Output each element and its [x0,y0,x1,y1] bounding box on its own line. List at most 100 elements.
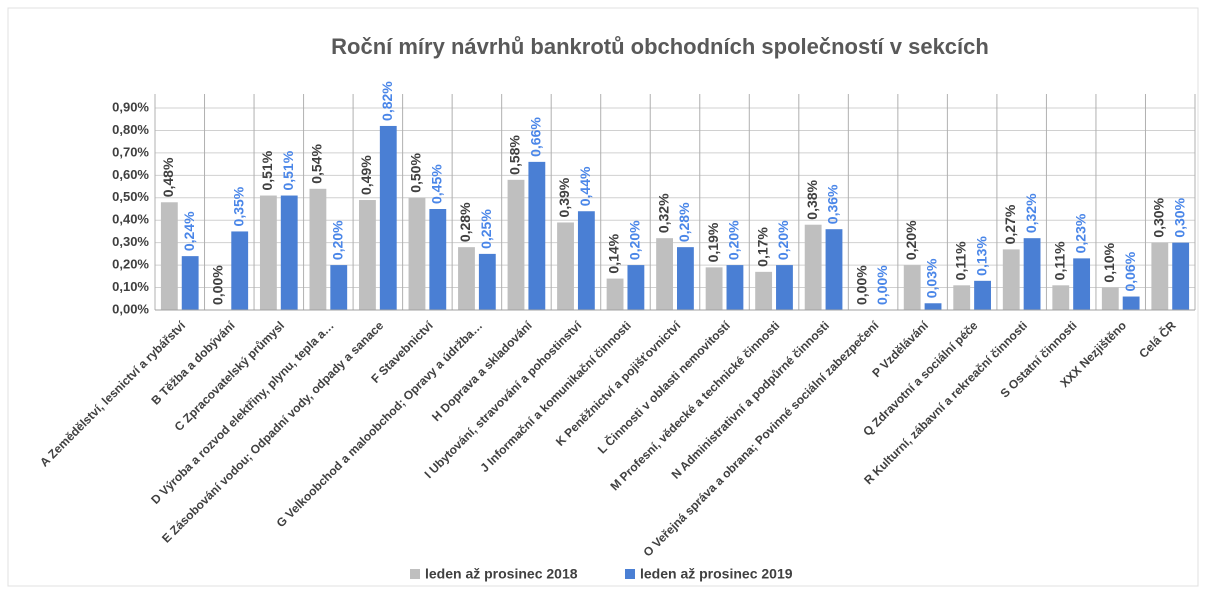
bar [974,280,991,310]
data-label: 0,30% [1151,197,1167,237]
legend-swatch [625,569,635,579]
bar [656,238,673,310]
data-label: 0,66% [528,117,544,157]
legend-label: leden až prosinec 2019 [640,566,793,582]
data-label: 0,36% [825,184,841,224]
x-tick-label: O Veřejná správa a obrana; Povinné sociá… [640,318,881,559]
bar [528,161,546,310]
y-tick-label: 0,80% [112,122,149,137]
bar [776,265,793,310]
bar [280,195,298,310]
data-label: 0,35% [230,186,246,226]
bar [627,265,645,310]
data-label: 0,24% [181,211,197,251]
bar [804,224,822,310]
bar [1172,242,1190,310]
data-label: 0,48% [160,157,176,197]
bar [408,197,426,310]
data-label: 0,51% [280,150,296,190]
bar [1101,287,1119,310]
x-tick-label: H Doprava a skladování [429,318,535,424]
bar [726,265,744,310]
bar [359,200,376,310]
y-tick-label: 0,10% [112,279,149,294]
bar [903,265,921,310]
bar [259,195,277,310]
data-label: 0,38% [804,179,820,219]
y-tick-label: 0,20% [112,257,149,272]
y-tick-label: 0,00% [112,301,149,316]
data-label: 0,28% [457,202,473,242]
bar [1122,296,1140,310]
bar [557,222,574,310]
y-tick-label: 0,50% [112,189,149,204]
bar [429,209,447,310]
data-label: 0,50% [408,153,424,193]
data-label: 0,19% [705,222,721,262]
x-tick-label: D Výroba a rozvod elektřiny, plynu, tepl… [148,318,336,506]
data-label: 0,20% [726,220,742,260]
data-label: 0,20% [903,220,919,260]
bar [825,229,843,310]
bar [181,256,199,310]
data-label: 0,49% [358,155,374,195]
y-tick-label: 0,30% [112,234,149,249]
data-label: 0,14% [606,233,622,273]
data-label: 0,00% [853,265,869,305]
data-label: 0,25% [478,209,494,249]
bar [160,202,178,310]
bar [231,231,249,310]
x-tick-label: M Profesní, vědecké a technické činnosti [607,318,782,493]
x-tick-label: B Těžba a dobývání [149,318,239,408]
data-label: 0,32% [655,193,671,233]
data-label: 0,20% [627,220,643,260]
y-tick-label: 0,90% [112,99,149,114]
data-label: 0,27% [1002,204,1018,244]
bar [507,179,525,310]
data-label: 0,32% [1023,193,1039,233]
data-label: 0,03% [924,258,940,298]
bar [1073,258,1091,310]
data-label: 0,10% [1101,242,1117,282]
bar [705,267,723,310]
bar [953,285,971,310]
bar [1023,238,1041,310]
bar [478,253,496,310]
data-label: 0,28% [676,202,692,242]
bar [924,303,942,310]
bar [309,188,327,310]
data-label: 0,54% [309,144,325,184]
data-label: 0,11% [952,241,968,280]
bar [577,211,595,310]
y-tick-label: 0,70% [112,144,149,159]
bar [755,271,773,310]
chart-frame [7,7,1199,587]
legend-swatch [410,569,420,579]
data-label: 0,00% [874,265,890,305]
data-label: 0,23% [1072,213,1088,253]
data-label: 0,11% [1051,241,1067,280]
bar [379,125,397,310]
bar [1052,285,1070,310]
data-label: 0,06% [1122,251,1138,291]
bar [606,278,624,310]
data-label: 0,39% [556,177,572,217]
legend-label: leden až prosinec 2018 [425,566,578,582]
data-label: 0,45% [429,164,445,204]
data-label: 0,30% [1171,197,1187,237]
x-tick-label: Celá ČR [1135,318,1178,361]
data-label: 0,51% [259,150,275,190]
data-label: 0,13% [973,236,989,276]
data-label: 0,44% [577,166,593,206]
chart-title: Roční míry návrhů bankrotů obchodních sp… [331,34,989,59]
data-label: 0,58% [507,135,523,175]
data-label: 0,20% [775,220,791,260]
bar [1002,249,1020,310]
data-label: 0,00% [210,265,226,305]
bar [1151,242,1169,310]
data-label: 0,20% [329,220,345,260]
bar [458,247,475,310]
y-tick-label: 0,60% [112,167,149,182]
